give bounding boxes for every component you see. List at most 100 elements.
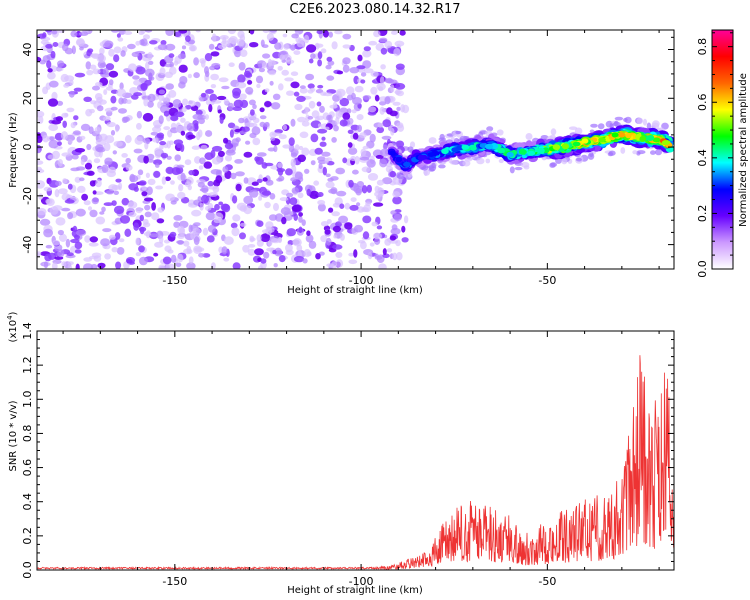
noise-blob [168, 53, 175, 58]
noise-blob [128, 211, 137, 218]
noise-blob [110, 130, 116, 136]
signal-track [387, 116, 674, 180]
noise-blob [80, 123, 91, 131]
noise-blob [294, 103, 303, 111]
noise-blob [403, 215, 409, 224]
track-core-blob [485, 143, 493, 150]
noise-blob [342, 44, 351, 49]
noise-blob [202, 253, 211, 258]
noise-blob [57, 249, 65, 258]
noise-blob [243, 195, 254, 205]
track-halo-blob [520, 161, 530, 168]
noise-blob [113, 190, 120, 195]
noise-blob [175, 262, 182, 268]
noise-blob [289, 197, 298, 206]
noise-blob [261, 61, 267, 69]
noise-blob [379, 158, 388, 168]
noise-blob [221, 85, 230, 90]
noise-blob [129, 175, 139, 183]
noise-blob [374, 185, 380, 193]
noise-blob [124, 135, 132, 144]
noise-blob [342, 157, 348, 164]
track-core-blob [518, 148, 527, 155]
noise-blob [223, 137, 229, 144]
noise-blob [97, 262, 106, 269]
noise-blob [142, 218, 149, 225]
track-halo-blob [655, 148, 662, 156]
noise-blob [100, 238, 111, 247]
noise-blob [195, 30, 201, 33]
noise-blob [111, 247, 118, 253]
x-tick-label: -100 [349, 274, 374, 287]
noise-blob [177, 191, 186, 199]
noise-blob [180, 130, 186, 136]
noise-blob [218, 77, 229, 83]
noise-blob [222, 166, 229, 173]
noise-blob [236, 81, 247, 89]
noise-blob [225, 149, 236, 156]
noise-blob [185, 35, 191, 42]
noise-blob [260, 258, 267, 264]
noise-blob [110, 106, 118, 111]
colorbar: 0.0 0.2 0.4 0.6 0.8 Normalized spectral ampl… [696, 29, 749, 278]
noise-blob [193, 236, 200, 246]
noise-blob [104, 161, 112, 165]
noise-blob [285, 59, 295, 64]
noise-blob [170, 200, 177, 205]
noise-blob [147, 52, 153, 60]
noise-blob [385, 165, 393, 173]
noise-blob [133, 92, 143, 97]
noise-blob [392, 191, 401, 198]
noise-blob [52, 240, 60, 246]
noise-blob [233, 99, 244, 109]
noise-blob [115, 178, 122, 183]
noise-blob [132, 75, 140, 80]
noise-blob [181, 45, 187, 50]
noise-blob [361, 166, 371, 173]
noise-blob [99, 47, 105, 55]
track-core-blob [639, 135, 647, 142]
noise-blob [77, 185, 86, 193]
noise-blob [74, 148, 86, 153]
noise-blob [204, 152, 214, 161]
noise-blob [282, 124, 288, 131]
noise-blob [225, 154, 232, 162]
noise-blob [159, 235, 164, 244]
noise-blob [155, 185, 164, 190]
noise-blob [125, 257, 136, 264]
noise-blob [223, 257, 230, 262]
noise-blob [393, 48, 401, 57]
noise-blob [128, 63, 137, 72]
track-halo-blob [650, 150, 656, 155]
noise-blob [110, 95, 117, 104]
noise-blob [243, 70, 251, 78]
noise-blob [324, 229, 331, 235]
noise-blob [205, 205, 212, 211]
noise-blob [294, 171, 303, 180]
noise-blob [238, 117, 245, 124]
noise-blob [261, 190, 272, 196]
noise-blob [208, 104, 213, 113]
noise-blob [136, 110, 143, 119]
noise-blob [296, 95, 306, 102]
noise-blob [166, 140, 171, 149]
track-core-blob [461, 144, 470, 150]
colorbar-tick-label: 0.4 [696, 149, 709, 167]
noise-blob [331, 41, 338, 50]
noise-blob [161, 176, 167, 185]
noise-blob [153, 170, 161, 178]
noise-blob [79, 31, 89, 36]
noise-blob [390, 127, 395, 136]
noise-blob [118, 97, 124, 105]
noise-blob [291, 33, 299, 39]
noise-blob [258, 195, 263, 201]
noise-blob [269, 30, 278, 33]
noise-blob [62, 120, 67, 128]
noise-blob [48, 123, 59, 132]
noise-blob [180, 172, 186, 182]
noise-blob [147, 100, 154, 108]
noise-blob [308, 58, 314, 64]
noise-blob [235, 171, 245, 177]
noise-blob [265, 179, 274, 186]
noise-blob [395, 63, 405, 70]
